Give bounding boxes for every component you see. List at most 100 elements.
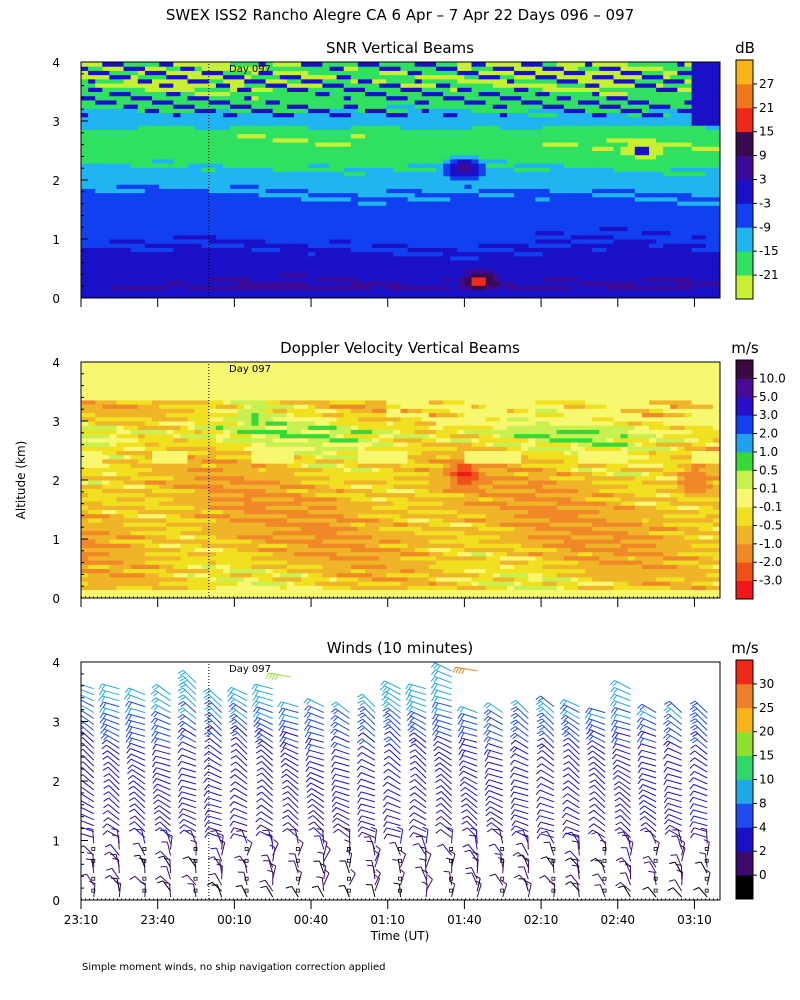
heatmap-cell — [144, 247, 153, 253]
heatmap-cell — [478, 209, 487, 215]
heatmap-cell — [123, 150, 132, 156]
heatmap-cell — [443, 70, 451, 76]
heatmap-cell — [641, 184, 650, 189]
heatmap-cell — [88, 255, 96, 261]
heatmap-cell — [244, 209, 252, 215]
heatmap-cell — [343, 264, 352, 269]
heatmap-cell — [137, 108, 146, 114]
heatmap-cell — [208, 163, 217, 168]
heatmap-cell — [286, 272, 295, 278]
heatmap-cell — [421, 196, 430, 202]
heatmap-cell — [379, 154, 387, 160]
heatmap-cell — [684, 74, 693, 80]
heatmap-cell — [109, 108, 117, 114]
heatmap-cell — [407, 175, 416, 181]
heatmap-cell — [159, 78, 167, 84]
heatmap-cell — [578, 175, 586, 181]
heatmap-cell — [677, 104, 685, 109]
heatmap-cell — [215, 108, 224, 114]
heatmap-cell — [357, 217, 366, 223]
heatmap-cell — [613, 129, 622, 135]
heatmap-cell — [521, 125, 529, 130]
heatmap-cell — [641, 171, 650, 177]
heatmap-cell — [173, 171, 181, 177]
heatmap-cell — [166, 121, 174, 126]
heatmap-cell — [578, 243, 586, 248]
heatmap-cell — [499, 213, 508, 219]
heatmap-cell — [322, 112, 330, 118]
heatmap-cell — [549, 239, 558, 244]
heatmap-cell — [542, 91, 551, 97]
heatmap-cell — [677, 158, 685, 164]
heatmap-cell — [691, 108, 700, 114]
heatmap-cell — [528, 137, 536, 143]
heatmap-cell — [649, 247, 657, 253]
heatmap-cell — [251, 163, 259, 168]
heatmap-cell — [258, 171, 267, 177]
heatmap-cell — [315, 66, 323, 71]
heatmap-cell — [201, 171, 210, 177]
heatmap-cell — [265, 239, 274, 244]
heatmap-cell — [528, 247, 536, 253]
heatmap-cell — [237, 125, 245, 130]
heatmap-cell — [627, 255, 636, 261]
heatmap-cell — [563, 129, 572, 135]
heatmap-cell — [407, 163, 416, 168]
heatmap-cell — [301, 201, 309, 206]
heatmap-cell — [159, 217, 167, 223]
heatmap-cell — [88, 125, 96, 130]
heatmap-cell — [102, 137, 110, 143]
heatmap-cell — [201, 99, 210, 105]
heatmap-cell — [215, 289, 224, 295]
heatmap-cell — [308, 171, 316, 177]
heatmap-cell — [336, 260, 345, 265]
heatmap-cell — [223, 213, 231, 219]
heatmap-cell — [95, 188, 103, 194]
heatmap-cell — [272, 112, 281, 118]
heatmap-cell — [81, 150, 89, 156]
heatmap-cell — [173, 272, 181, 278]
heatmap-cell — [272, 205, 281, 210]
heatmap-cell — [641, 108, 650, 114]
heatmap-cell — [308, 125, 316, 130]
heatmap-cell — [599, 137, 607, 143]
heatmap-cell — [634, 184, 643, 189]
heatmap-cell — [663, 66, 671, 71]
heatmap-cell — [570, 192, 579, 198]
heatmap-cell — [698, 150, 707, 156]
heatmap-cell — [137, 243, 146, 248]
heatmap-cell — [81, 171, 89, 177]
heatmap-cell — [634, 289, 643, 295]
heatmap-cell — [627, 133, 636, 139]
heatmap-cell — [223, 188, 231, 194]
heatmap-cell — [201, 150, 210, 156]
heatmap-cell — [698, 205, 707, 210]
heatmap-cell — [570, 234, 579, 240]
heatmap-cell — [350, 272, 359, 278]
heatmap-cell — [144, 99, 153, 105]
heatmap-cell — [492, 62, 501, 67]
heatmap-cell — [521, 184, 529, 189]
heatmap-cell — [414, 192, 423, 198]
heatmap-cell — [464, 268, 472, 274]
heatmap-cell — [187, 137, 196, 143]
heatmap-cell — [187, 91, 196, 97]
heatmap-cell — [471, 133, 480, 139]
heatmap-cell — [393, 272, 401, 278]
heatmap-cell — [166, 247, 174, 253]
heatmap-cell — [691, 95, 700, 101]
heatmap-cell — [187, 251, 196, 257]
heatmap-cell — [570, 104, 579, 109]
heatmap-cell — [649, 83, 657, 88]
heatmap-cell — [159, 260, 167, 265]
heatmap-cell — [393, 163, 401, 168]
heatmap-cell — [343, 226, 352, 232]
heatmap-cell — [414, 251, 423, 257]
heatmap-cell — [613, 276, 622, 282]
heatmap-cell — [407, 146, 416, 151]
heatmap-cell — [570, 260, 579, 265]
heatmap-cell — [130, 251, 139, 257]
heatmap-cell — [613, 171, 622, 177]
heatmap-cell — [542, 180, 551, 185]
heatmap-cell — [606, 150, 614, 156]
